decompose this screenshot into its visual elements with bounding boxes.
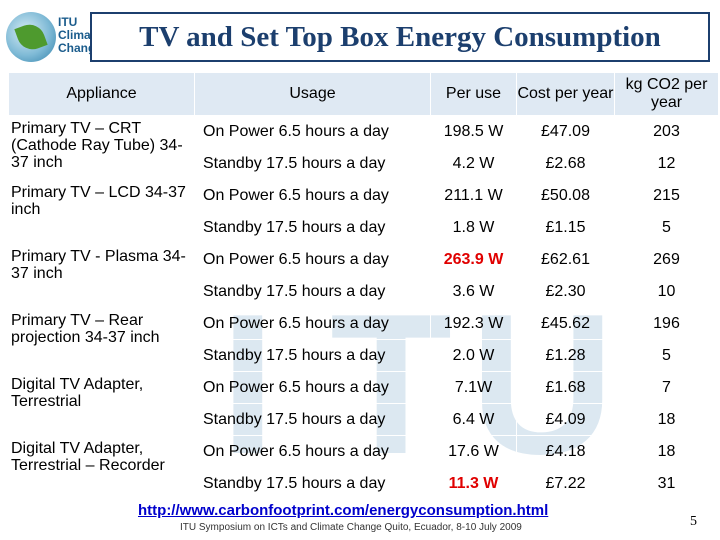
cost-cell: £2.68 xyxy=(516,147,615,180)
co2-cell: 31 xyxy=(614,467,719,500)
usage-cell: On Power 6.5 hours a day xyxy=(194,435,431,468)
table-row: Standby 17.5 hours a day 2.0 W £1.28 5 xyxy=(9,339,719,372)
table-row: Digital TV Adapter, Terrestrial On Power … xyxy=(8,371,719,436)
co2-cell: 203 xyxy=(614,115,719,148)
co2-cell: 18 xyxy=(614,435,719,468)
cost-cell: £4.09 xyxy=(516,403,615,436)
header-usage: Usage xyxy=(194,72,431,116)
per-use-cell: 17.6 W xyxy=(430,435,517,468)
appliance-cell: Digital TV Adapter, Terrestrial – Record… xyxy=(8,435,195,500)
usage-cell: On Power 6.5 hours a day xyxy=(194,307,431,340)
per-use-cell: 1.8 W xyxy=(430,211,517,244)
cost-cell: £7.22 xyxy=(516,467,615,500)
cost-cell: £2.30 xyxy=(516,275,615,308)
table-row: Primary TV – CRT (Cathode Ray Tube) 34-3… xyxy=(8,115,719,180)
per-use-cell: 211.1 W xyxy=(430,179,517,212)
co2-cell: 18 xyxy=(614,403,719,436)
per-use-cell: 263.9 W xyxy=(430,243,517,276)
logo-text: ITU Clima Chang xyxy=(58,15,96,55)
per-use-cell: 2.0 W xyxy=(430,339,517,372)
usage-cell: On Power 6.5 hours a day xyxy=(194,115,431,148)
co2-cell: 269 xyxy=(614,243,719,276)
appliance-cell: Primary TV – LCD 34-37 inch xyxy=(8,179,195,244)
table-row: Standby 17.5 hours a day 3.6 W £2.30 10 xyxy=(9,275,719,308)
title-bar: TV and Set Top Box Energy Consumption xyxy=(90,12,710,62)
per-use-cell: 198.5 W xyxy=(430,115,517,148)
header-co2-per-year: kg CO2 per year xyxy=(614,72,719,116)
footer-text: ITU Symposium on ICTs and Climate Change… xyxy=(180,522,522,533)
cost-cell: £50.08 xyxy=(516,179,615,212)
appliance-cell: Primary TV – Rear projection 34-37 inch xyxy=(8,307,195,372)
table-body: Primary TV – CRT (Cathode Ray Tube) 34-3… xyxy=(8,115,719,500)
table-row: Standby 17.5 hours a day 1.8 W £1.15 5 xyxy=(9,211,719,244)
table-row: Digital TV Adapter, Terrestrial – Record… xyxy=(8,435,719,500)
header-appliance: Appliance xyxy=(8,72,195,116)
co2-cell: 7 xyxy=(614,371,719,404)
co2-cell: 215 xyxy=(614,179,719,212)
source-link[interactable]: http://www.carbonfootprint.com/energycon… xyxy=(138,502,549,519)
co2-cell: 5 xyxy=(614,339,719,372)
cost-cell: £45.62 xyxy=(516,307,615,340)
usage-cell: Standby 17.5 hours a day xyxy=(194,275,431,308)
cost-cell: £1.15 xyxy=(516,211,615,244)
usage-cell: On Power 6.5 hours a day xyxy=(194,179,431,212)
cost-cell: £62.61 xyxy=(516,243,615,276)
usage-cell: Standby 17.5 hours a day xyxy=(194,339,431,372)
usage-cell: Standby 17.5 hours a day xyxy=(194,211,431,244)
slide-title: TV and Set Top Box Energy Consumption xyxy=(139,20,661,53)
appliance-cell: Primary TV – CRT (Cathode Ray Tube) 34-3… xyxy=(8,115,195,180)
itu-logo: ITU Clima Chang xyxy=(4,10,96,68)
co2-cell: 5 xyxy=(614,211,719,244)
co2-cell: 196 xyxy=(614,307,719,340)
per-use-cell: 4.2 W xyxy=(430,147,517,180)
cost-cell: £1.28 xyxy=(516,339,615,372)
table-row: Primary TV – LCD 34-37 inch On Power 6.5 … xyxy=(8,179,719,244)
table-row: Standby 17.5 hours a day 4.2 W £2.68 12 xyxy=(9,147,719,180)
page-number: 5 xyxy=(690,514,697,529)
table-row: Primary TV - Plasma 34-37 inch On Power 6… xyxy=(8,243,719,308)
per-use-cell: 192.3 W xyxy=(430,307,517,340)
per-use-cell: 3.6 W xyxy=(430,275,517,308)
co2-cell: 10 xyxy=(614,275,719,308)
appliance-cell: Primary TV - Plasma 34-37 inch xyxy=(8,243,195,308)
usage-cell: On Power 6.5 hours a day xyxy=(194,243,431,276)
usage-cell: On Power 6.5 hours a day xyxy=(194,371,431,404)
table-header-row: Appliance Usage Per use Cost per year kg… xyxy=(8,72,719,116)
header-per-use: Per use xyxy=(430,72,517,116)
appliance-cell: Digital TV Adapter, Terrestrial xyxy=(8,371,195,436)
co2-cell: 12 xyxy=(614,147,719,180)
per-use-cell: 7.1W xyxy=(430,371,517,404)
per-use-cell: 11.3 W xyxy=(430,467,517,500)
table-row: Standby 17.5 hours a day 11.3 W £7.22 31 xyxy=(9,467,719,500)
header-cost-per-year: Cost per year xyxy=(516,72,615,116)
energy-table: Appliance Usage Per use Cost per year kg… xyxy=(8,72,719,500)
cost-cell: £1.68 xyxy=(516,371,615,404)
usage-cell: Standby 17.5 hours a day xyxy=(194,147,431,180)
usage-cell: Standby 17.5 hours a day xyxy=(194,467,431,500)
usage-cell: Standby 17.5 hours a day xyxy=(194,403,431,436)
cost-cell: £4.18 xyxy=(516,435,615,468)
per-use-cell: 6.4 W xyxy=(430,403,517,436)
cost-cell: £47.09 xyxy=(516,115,615,148)
table-row: Primary TV – Rear projection 34-37 inch O… xyxy=(8,307,719,372)
